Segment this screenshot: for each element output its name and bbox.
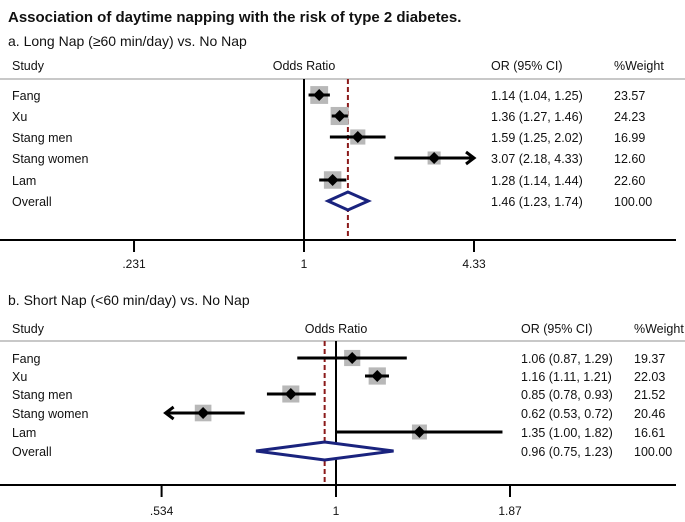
weight-value: 22.03 xyxy=(634,370,665,384)
or-ci-value: 0.62 (0.53, 0.72) xyxy=(521,407,613,421)
or-ci-value: 0.85 (0.78, 0.93) xyxy=(521,388,613,402)
study-label: Xu xyxy=(12,110,27,124)
x-tick-label: 1.87 xyxy=(498,504,522,518)
weight-value: 23.57 xyxy=(614,89,645,103)
or-ci-value-overall: 1.46 (1.23, 1.74) xyxy=(491,195,583,209)
x-tick-label: 1 xyxy=(301,257,308,271)
x-tick-label: 1 xyxy=(333,504,340,518)
header-weight: %Weight xyxy=(614,59,664,73)
weight-value: 21.52 xyxy=(634,388,665,402)
point-estimate-marker xyxy=(313,89,326,101)
study-label: Xu xyxy=(12,370,27,384)
header-study: Study xyxy=(12,59,45,73)
study-label: Lam xyxy=(12,426,36,440)
or-ci-value: 1.28 (1.14, 1.44) xyxy=(491,174,583,188)
or-ci-value: 1.06 (0.87, 1.29) xyxy=(521,352,613,366)
header-weight: %Weight xyxy=(634,322,684,336)
study-label: Fang xyxy=(12,352,41,366)
weight-value: 24.23 xyxy=(614,110,645,124)
header-study: Study xyxy=(12,322,45,336)
or-ci-value: 1.16 (1.11, 1.21) xyxy=(521,370,612,384)
point-estimate-marker xyxy=(351,131,364,143)
study-label: Stang women xyxy=(12,407,88,421)
point-estimate-marker xyxy=(284,388,297,400)
study-label-overall: Overall xyxy=(12,445,52,459)
header-ci: OR (95% CI) xyxy=(491,59,563,73)
point-estimate-marker xyxy=(346,352,359,364)
point-estimate-marker xyxy=(371,370,384,382)
x-tick-label: .231 xyxy=(122,257,146,271)
point-estimate-marker xyxy=(326,174,339,186)
or-ci-value: 1.59 (1.25, 2.02) xyxy=(491,131,583,145)
weight-value: 20.46 xyxy=(634,407,665,421)
weight-value: 16.99 xyxy=(614,131,645,145)
study-label: Stang men xyxy=(12,131,73,145)
weight-value: 19.37 xyxy=(634,352,665,366)
figure-title: Association of daytime napping with the … xyxy=(8,9,461,26)
study-label-overall: Overall xyxy=(12,195,52,209)
or-ci-value: 1.14 (1.04, 1.25) xyxy=(491,89,583,103)
point-estimate-marker xyxy=(413,426,426,438)
overall-diamond xyxy=(255,440,394,462)
weight-value: 22.60 xyxy=(614,174,645,188)
study-label: Lam xyxy=(12,174,36,188)
panel-subtitle: a. Long Nap (≥60 min/day) vs. No Nap xyxy=(8,33,247,49)
panel-subtitle: b. Short Nap (<60 min/day) vs. No Nap xyxy=(8,292,250,308)
or-ci-value-overall: 0.96 (0.75, 1.23) xyxy=(521,445,613,459)
weight-value-overall: 100.00 xyxy=(634,445,672,459)
arrow-right-icon xyxy=(465,150,477,166)
header-odds-ratio: Odds Ratio xyxy=(273,59,336,73)
header-odds-ratio: Odds Ratio xyxy=(305,322,368,336)
weight-value: 12.60 xyxy=(614,152,645,166)
point-estimate-marker xyxy=(333,110,346,122)
study-label: Fang xyxy=(12,89,41,103)
study-label: Stang women xyxy=(12,152,88,166)
point-estimate-marker xyxy=(197,407,210,419)
x-tick-label: 4.33 xyxy=(462,257,486,271)
arrow-left-icon xyxy=(163,405,175,421)
x-tick-label: .534 xyxy=(150,504,174,518)
or-ci-value: 1.36 (1.27, 1.46) xyxy=(491,110,583,124)
or-ci-value: 3.07 (2.18, 4.33) xyxy=(491,152,583,166)
or-ci-value: 1.35 (1.00, 1.82) xyxy=(521,426,613,440)
overall-diamond xyxy=(324,190,372,212)
weight-value-overall: 100.00 xyxy=(614,195,652,209)
study-label: Stang men xyxy=(12,388,73,402)
weight-value: 16.61 xyxy=(634,426,665,440)
header-ci: OR (95% CI) xyxy=(521,322,593,336)
point-estimate-marker xyxy=(428,152,441,164)
